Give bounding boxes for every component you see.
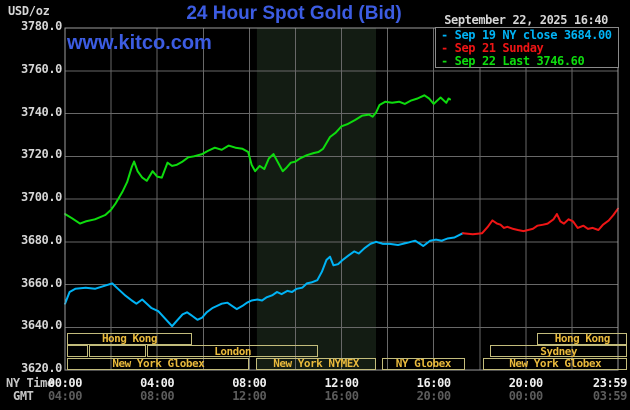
y-axis-tick-label: 3660.0: [21, 275, 62, 290]
y-axis-tick-label: 3780.0: [21, 19, 62, 33]
y-axis-tick-label: 3680.0: [21, 232, 62, 247]
x-tick-gmt-08-00: 08:00: [140, 389, 175, 403]
session-box: [67, 345, 88, 357]
x-tick-gmt-00-00: 00:00: [508, 389, 544, 403]
x-tick-ny-16-00: 16:00: [416, 376, 452, 390]
session-box: [89, 345, 146, 357]
y-axis-tick-label: 3620.0: [21, 361, 62, 375]
y-axis-tick-label: 3760.0: [21, 61, 62, 76]
series-sep-19-ny-close-line: [64, 232, 464, 328]
x-tick-ny-20-00: 20:00: [508, 376, 544, 390]
kitco-watermark-link[interactable]: www.kitco.com: [67, 32, 212, 54]
x-tick-gmt-03-59: 03:59: [592, 389, 628, 403]
session-box-new-york-globex: New York Globex: [483, 357, 628, 370]
x-tick-ny-12-00: 12:00: [324, 376, 359, 390]
series-sep-22-last-line: [64, 94, 451, 225]
y-axis-unit: USD/oz: [8, 4, 50, 18]
session-box-sydney: Sydney: [490, 345, 628, 357]
x-tick-gmt-12-00: 12:00: [232, 389, 267, 403]
x-axis-gmt-header: GMT: [13, 389, 34, 403]
x-tick-gmt-20-00: 20:00: [416, 389, 452, 403]
x-axis-ny-header: NY Time: [6, 376, 54, 390]
legend-entry-sep-19-ny-close-3684-00: - Sep 19 NY close 3684.00: [441, 28, 612, 42]
session-box-ny-globex: NY Globex: [381, 357, 465, 370]
y-axis-tick-label: 3640.0: [21, 318, 62, 333]
session-box-new-york-globex: New York Globex: [67, 357, 250, 370]
x-tick-ny-23-59: 23:59: [592, 376, 628, 390]
legend-entry-sep-21-sunday: - Sep 21 Sunday: [441, 41, 544, 55]
y-axis-tick-label: 3700.0: [21, 190, 62, 204]
session-box-hong-kong: Hong Kong: [537, 332, 628, 345]
session-box-london: London: [146, 345, 319, 357]
session-box-hong-kong: Hong Kong: [67, 332, 192, 345]
x-tick-gmt-16-00: 16:00: [324, 389, 359, 403]
legend: - Sep 19 NY close 3684.00- Sep 21 Sunday…: [435, 27, 619, 68]
x-tick-ny-04-00: 04:00: [140, 376, 175, 390]
series-sep-21-sunday-line: [461, 207, 619, 236]
y-axis-tick-label: 3720.0: [21, 147, 62, 162]
x-tick-ny-08-00: 08:00: [232, 376, 267, 390]
timestamp: September 22, 2025 16:40: [444, 13, 608, 27]
x-tick-ny-00-00: 00:00: [47, 376, 83, 390]
x-tick-gmt-04-00: 04:00: [47, 389, 83, 403]
y-axis-tick-label: 3740.0: [21, 104, 62, 119]
legend-entry-sep-22-last-3746-60: - Sep 22 Last 3746.60: [441, 54, 585, 68]
page-title: 24 Hour Spot Gold (Bid): [186, 3, 402, 24]
plot-border: [64, 27, 619, 371]
session-box-new-york-nymex: New York NYMEX: [256, 357, 376, 370]
